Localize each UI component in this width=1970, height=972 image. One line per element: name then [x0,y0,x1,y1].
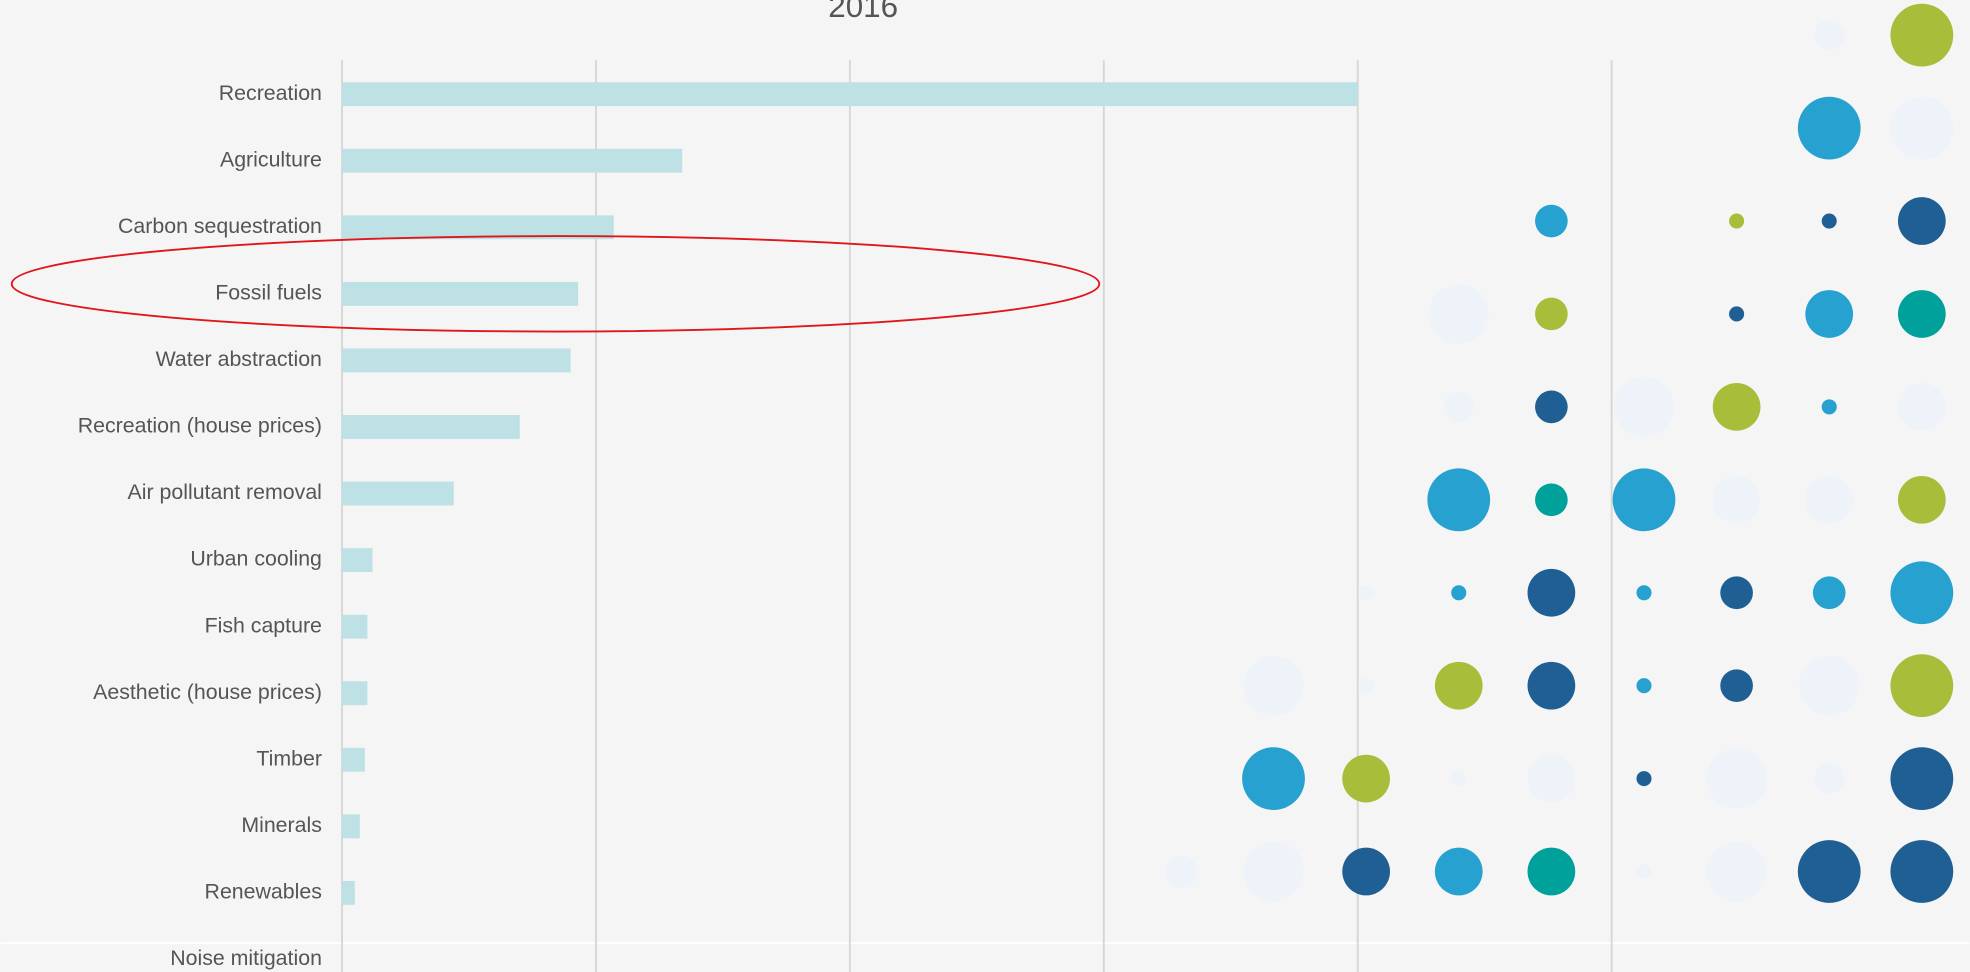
bubble [1636,585,1652,601]
bar [342,215,614,240]
bar [342,148,683,173]
bubble [1613,376,1675,438]
bubble [1890,561,1954,625]
bubbles [1164,3,1954,903]
y-tick-label: Recreation (house prices) [78,414,322,438]
bubble [1706,748,1767,809]
bubble [1814,20,1845,51]
y-tick-label: Water abstraction [156,347,322,371]
bar [342,614,368,639]
bubble [1612,468,1676,532]
bubble [1729,213,1745,229]
bar [342,348,571,373]
bar [342,281,579,306]
bubble [1712,383,1761,431]
bubble [1527,661,1576,710]
bubble [1434,847,1483,896]
bubble [1812,576,1846,610]
bar [342,481,454,506]
bubble [1712,475,1761,524]
y-tick-label: Recreation [219,81,322,105]
bar [342,681,368,706]
y-tick-label: Minerals [241,813,322,837]
bubble [1805,290,1854,338]
bubble [1814,763,1845,794]
y-tick-label: Timber [256,746,322,770]
bubble [1243,655,1304,716]
bubble [1434,661,1483,710]
bubble [1451,585,1467,601]
bubble [1897,197,1946,245]
y-tick-label: Renewables [205,880,322,904]
bubble [1720,669,1753,702]
y-tick-label: Air pollutant removal [128,480,322,504]
bar [342,548,373,573]
bubble [1890,96,1954,160]
y-tick-label: Fish capture [205,613,322,637]
bubble [1342,754,1390,803]
bar [342,82,1358,107]
bubble [1527,568,1576,617]
bubble [1451,771,1467,787]
bars [342,82,1358,905]
bubble [1535,204,1568,238]
highlight-ellipse [10,235,1101,333]
bubble [1358,678,1374,694]
y-tick-label: Aesthetic (house prices) [93,680,322,704]
bubble [1890,840,1954,903]
y-tick-label: Agriculture [220,147,322,171]
bubble [1897,290,1946,338]
bubble [1535,390,1568,424]
bubble [1821,399,1837,415]
bubble [1805,475,1854,524]
bubble [1799,655,1860,716]
bubble [1535,297,1568,331]
y-tick-label: Urban cooling [190,547,322,571]
bubble [1427,468,1491,532]
y-tick-label: Noise mitigation [170,946,322,970]
bubble [1636,678,1652,694]
bubble [1636,771,1652,787]
bubble [1527,754,1576,803]
bar [342,814,360,839]
bar [342,880,355,905]
bubble [1527,847,1576,896]
bubble [1897,383,1946,431]
bar [342,415,520,439]
y-tick-label: Fossil fuels [215,281,322,305]
bubble [1243,841,1304,902]
bubble [1890,654,1954,718]
chart-title: 2016 [828,0,898,24]
bubble [1535,483,1568,517]
bubble [1890,3,1954,67]
bubble [1797,840,1861,903]
bubble [1821,213,1837,229]
grid [341,60,1613,972]
bubble [1164,855,1198,888]
bubble [1443,391,1474,422]
y-tick-label: Carbon sequestration [118,214,322,238]
bubble [1242,747,1305,810]
bubble [1636,864,1652,880]
bubble [1797,96,1861,160]
bubble [1428,283,1489,345]
bubble [1729,306,1745,322]
bubble [1897,475,1946,524]
bubble [1358,585,1374,601]
bubble [1342,847,1390,896]
bubble [1720,576,1753,610]
bubble [1890,747,1954,810]
bar [342,747,365,772]
bubble [1706,841,1767,902]
